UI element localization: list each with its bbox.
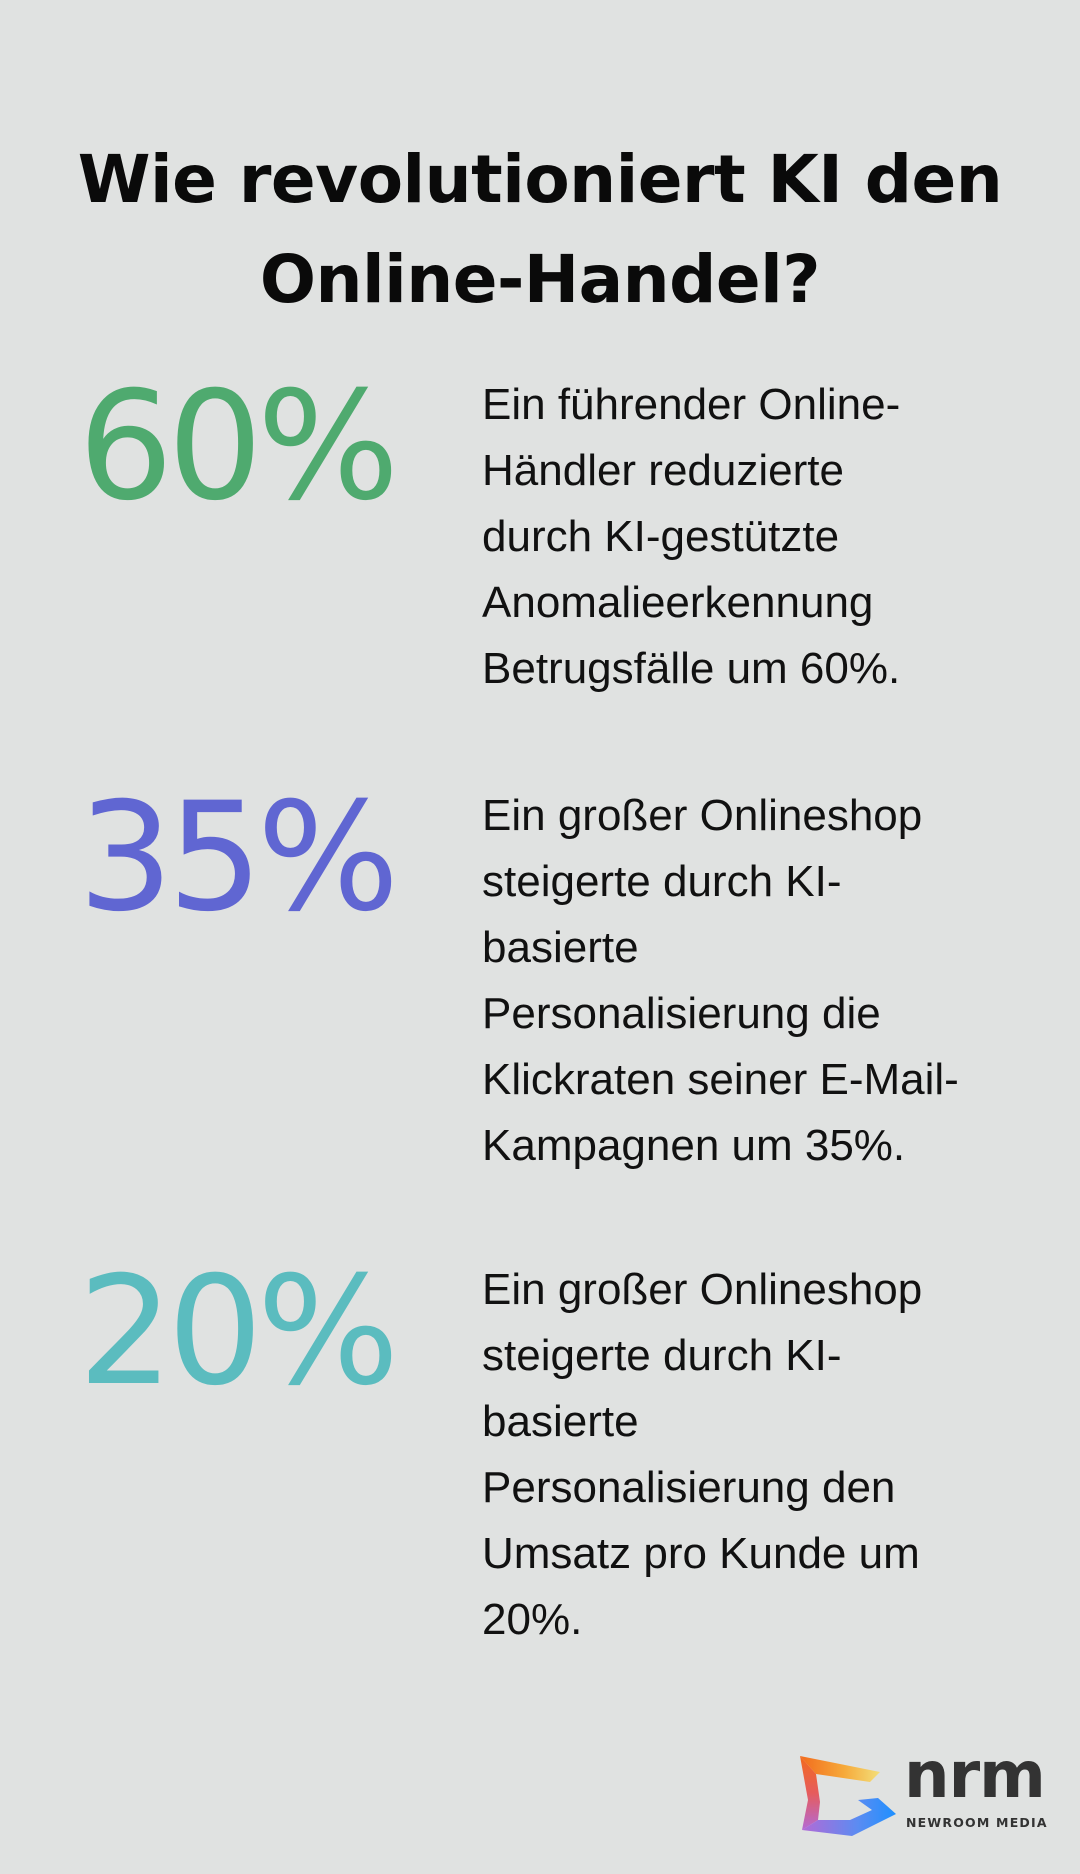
newroom-media-logo: nrm NEWROOM MEDIA: [798, 1744, 1048, 1840]
logo-wordmark: nrm: [904, 1739, 1046, 1813]
stat-description-line: Personalisierung den: [482, 1463, 896, 1512]
stat-description: Ein führender Online- Händler reduzierte…: [482, 372, 1042, 702]
stat-value: 20%: [78, 1245, 399, 1419]
stat-description: Ein großer Onlineshop steigerte durch KI…: [482, 783, 1042, 1179]
stat-description-line: 20%.: [482, 1595, 583, 1644]
stat-description: Ein großer Onlineshop steigerte durch KI…: [482, 1257, 1042, 1653]
page-title: Wie revolutioniert KI den Online-Handel?: [0, 130, 1080, 330]
stat-description-line: Ein großer Onlineshop: [482, 791, 923, 840]
stat-description-line: Klickraten seiner E-Mail-: [482, 1055, 959, 1104]
stat-description-line: Ein führender Online-: [482, 380, 901, 429]
stat-description-line: steigerte durch KI-: [482, 857, 842, 906]
stat-description-line: Personalisierung die: [482, 989, 881, 1038]
stat-description-line: Kampagnen um 35%.: [482, 1121, 906, 1170]
stat-description-line: basierte: [482, 1397, 639, 1446]
stat-description-line: Betrugsfälle um 60%.: [482, 644, 901, 693]
stat-description-line: Ein großer Onlineshop: [482, 1265, 923, 1314]
stat-description-line: Umsatz pro Kunde um: [482, 1529, 920, 1578]
nrm-logo-mark-icon: [800, 1756, 896, 1836]
logo-subtitle: NEWROOM MEDIA: [906, 1815, 1048, 1830]
title-line-1: Wie revolutioniert KI den: [77, 141, 1003, 219]
stat-description-line: Anomalieerkennung: [482, 578, 874, 627]
stat-description-line: steigerte durch KI-: [482, 1331, 842, 1380]
stat-value: 35%: [78, 771, 399, 945]
stat-description-line: Händler reduzierte: [482, 446, 844, 495]
stat-description-line: durch KI-gestützte: [482, 512, 840, 561]
title-line-2: Online-Handel?: [259, 241, 821, 319]
stat-description-line: basierte: [482, 923, 639, 972]
stat-value: 60%: [78, 360, 399, 534]
